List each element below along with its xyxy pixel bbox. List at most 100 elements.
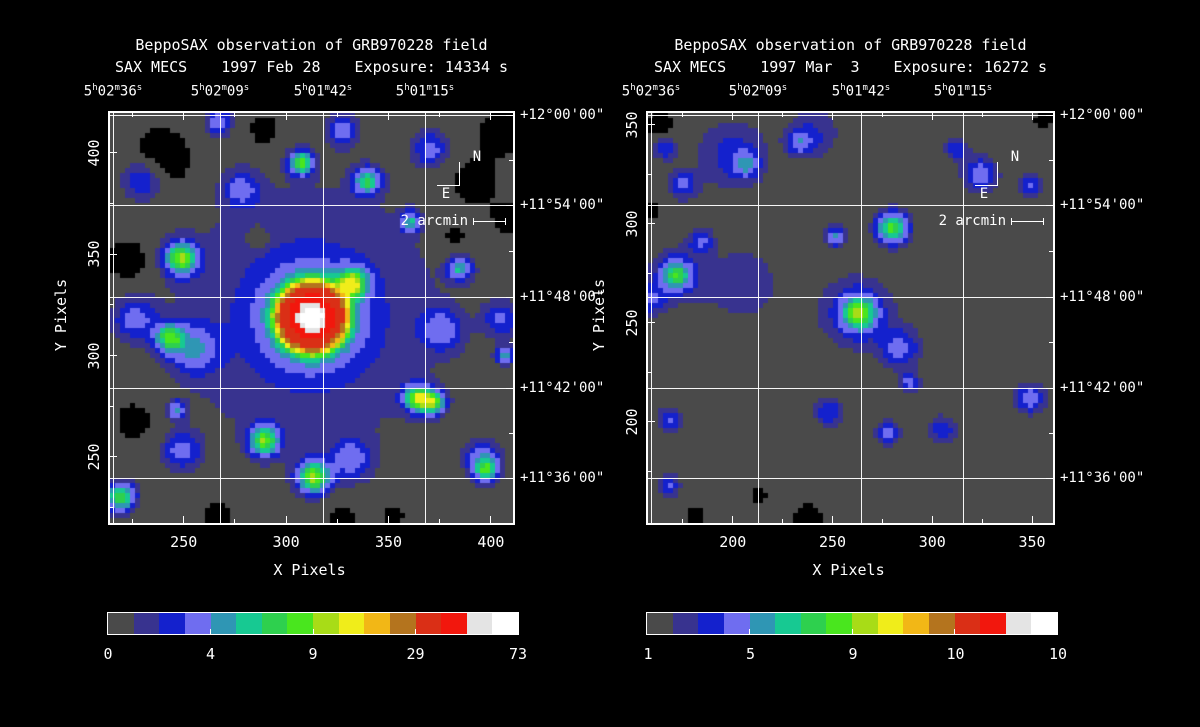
- y-minor-tick-mark: [648, 471, 652, 472]
- x-tick-label: 300: [918, 533, 946, 551]
- scale-bar-end-cap: [473, 218, 474, 225]
- x-minor-tick-mark: [336, 519, 338, 523]
- colorbar-tick-mark: [954, 629, 955, 634]
- colorbar-cell: [698, 613, 724, 634]
- grid-line-vertical: [425, 113, 426, 523]
- x-tick-label: 250: [818, 533, 847, 551]
- scale-bar-end-cap: [1043, 218, 1044, 225]
- ra-label: 5h02m36s: [83, 83, 143, 100]
- x-tick-mark: [1031, 113, 1033, 120]
- x-tick-mark: [931, 516, 933, 523]
- dec-tick-mark: [1046, 204, 1053, 206]
- y-tick-mark: [648, 421, 655, 423]
- y-tick-mark: [110, 456, 117, 458]
- x-tick-label: 350: [1018, 533, 1046, 551]
- y-minor-tick-mark: [648, 272, 652, 274]
- x-minor-tick-mark: [439, 113, 441, 117]
- dec-minor-tick-mark: [509, 250, 513, 252]
- x-tick-mark: [732, 113, 734, 120]
- colorbar-cell: [389, 613, 416, 634]
- grid-line-vertical: [963, 113, 964, 523]
- colorbar-cell: [749, 613, 776, 634]
- colorbar-cell: [236, 613, 262, 634]
- colorbar-cell: [210, 613, 237, 634]
- compass-north-label: N: [472, 149, 482, 165]
- grid-line-horizontal: [648, 478, 1053, 479]
- colorbar-cell: [287, 613, 313, 634]
- ra-label: 5h01m42s: [831, 83, 891, 100]
- x-minor-tick-mark: [981, 113, 983, 117]
- x-tick-mark: [183, 113, 185, 120]
- exposure-label: Exposure: 16272 s: [893, 58, 1048, 76]
- x-tick-mark: [832, 516, 834, 523]
- grid-line-vertical: [861, 113, 862, 523]
- grid-line-horizontal: [648, 297, 1053, 298]
- x-tick-mark: [832, 113, 834, 120]
- y-minor-tick-mark: [110, 405, 114, 407]
- dec-label: +11°36'00": [520, 470, 605, 486]
- colorbar-cell: [492, 613, 518, 634]
- grid-line-horizontal: [110, 297, 513, 298]
- x-tick-mark: [285, 113, 287, 120]
- xray-map-canvas: [110, 113, 513, 523]
- x-tick-mark: [490, 113, 492, 120]
- y-minor-tick-mark: [110, 203, 114, 205]
- y-tick-label: 200: [623, 408, 641, 436]
- grid-line-vertical: [651, 113, 652, 523]
- dec-minor-tick-mark: [1049, 342, 1053, 343]
- x-tick-mark: [387, 516, 389, 523]
- ra-label: 5h01m15s: [395, 83, 455, 100]
- colorbar-cell: [852, 613, 878, 634]
- x-tick-label: 400: [477, 533, 505, 551]
- x-minor-tick-mark: [782, 519, 784, 523]
- x-minor-tick-mark: [132, 113, 134, 117]
- colorbar-cell: [466, 613, 493, 634]
- dec-label: +11°54'00": [520, 197, 605, 213]
- colorbar-value-label: 0: [103, 645, 113, 663]
- colorbar-cell: [980, 613, 1006, 634]
- y-tick-label: 300: [623, 210, 641, 238]
- instrument-label: SAX MECS: [653, 58, 727, 76]
- y-tick-mark: [110, 152, 117, 154]
- colorbar-cell: [133, 613, 160, 634]
- grid-line-horizontal: [110, 388, 513, 389]
- colorbar-cell: [723, 613, 750, 634]
- dec-label: +11°48'00": [1060, 289, 1145, 305]
- ra-label: 5h02m36s: [621, 83, 681, 100]
- dec-minor-tick-mark: [1049, 432, 1053, 434]
- compass-east-line: [975, 185, 998, 186]
- colorbar-cell: [903, 613, 929, 634]
- x-tick-mark: [387, 113, 389, 120]
- y-minor-tick-mark: [648, 173, 652, 175]
- colorbar-cell: [800, 613, 827, 634]
- page-title: BeppoSAX observation of GRB970228 field: [135, 36, 488, 54]
- x-tick-label: 250: [170, 533, 198, 551]
- dec-tick-mark: [506, 204, 513, 206]
- colorbar-value-label: 9: [848, 645, 858, 663]
- compass-east-label: E: [441, 186, 451, 202]
- colorbar-cell: [1005, 613, 1032, 634]
- dec-label: +11°48'00": [520, 289, 605, 305]
- y-minor-tick-mark: [110, 304, 114, 306]
- scale-bar-end-cap: [1011, 218, 1012, 225]
- x-minor-tick-mark: [439, 519, 441, 523]
- page-title: BeppoSAX observation of GRB970228 field: [674, 36, 1027, 54]
- dec-label: +12°00'00": [1060, 107, 1145, 123]
- compass-east-label: E: [979, 186, 989, 202]
- dec-minor-tick-mark: [1049, 159, 1053, 161]
- exposure-label: Exposure: 14334 s: [354, 58, 509, 76]
- x-axis-title: X Pixels: [812, 561, 885, 579]
- dec-minor-tick-mark: [509, 432, 513, 434]
- panel-subtitle: SAX MECS 1997 Mar 3 Exposure: 16272 s: [628, 58, 1073, 76]
- x-minor-tick-mark: [981, 519, 983, 523]
- ra-label: 5h01m42s: [293, 83, 353, 100]
- grid-line-vertical: [220, 113, 221, 523]
- colorbar-cell: [415, 613, 442, 634]
- y-tick-mark: [110, 253, 117, 255]
- dec-tick-mark: [1046, 296, 1053, 298]
- compass-north-line: [459, 162, 460, 186]
- panel-subtitle: SAX MECS 1997 Feb 28 Exposure: 14334 s: [90, 58, 533, 76]
